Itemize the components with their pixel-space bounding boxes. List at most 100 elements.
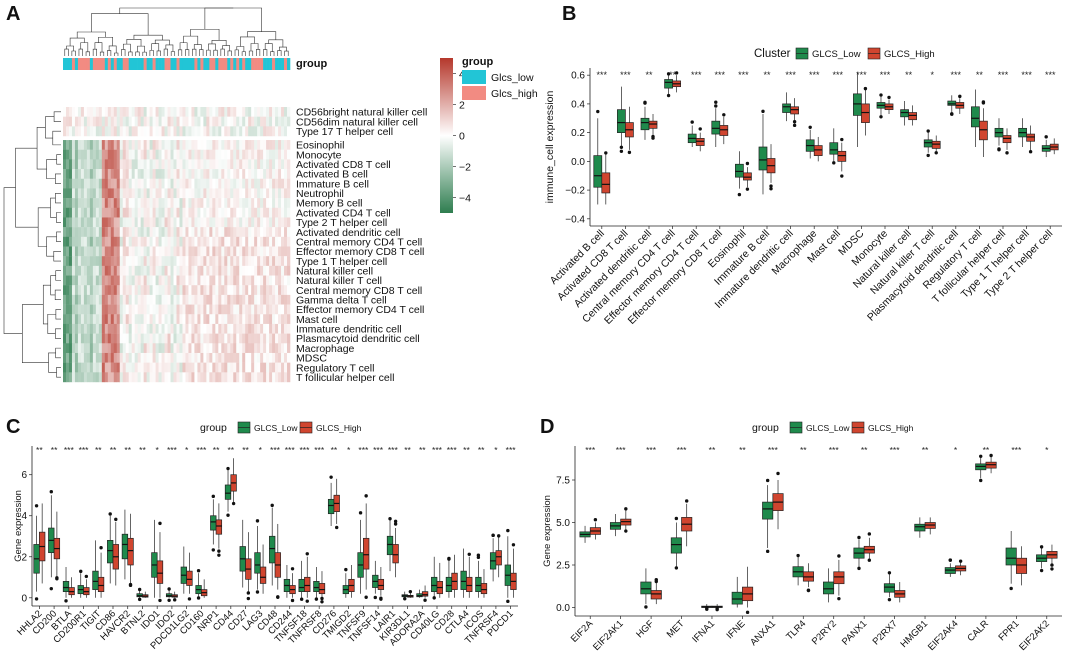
heatmap-cell xyxy=(203,285,207,296)
heatmap-column-dendrogram xyxy=(64,7,289,56)
heatmap-cell xyxy=(95,362,100,373)
heatmap-cell xyxy=(122,333,127,344)
heatmap-cell xyxy=(185,236,189,247)
heatmap-cell xyxy=(107,140,112,150)
heatmap-cell xyxy=(119,116,124,127)
significance-label: * xyxy=(185,445,189,455)
heatmap-cell xyxy=(248,246,252,257)
heatmap-cell xyxy=(149,323,153,334)
heatmap-cell xyxy=(212,217,216,228)
heatmap-cell xyxy=(149,314,153,325)
heatmap-cell xyxy=(188,275,192,286)
significance-label: *** xyxy=(691,70,702,80)
heatmap-cell xyxy=(125,159,130,170)
significance-label: ** xyxy=(51,445,58,455)
heatmap-cell xyxy=(63,314,67,325)
heatmap-cell xyxy=(134,304,138,315)
dendrogram-branch xyxy=(119,7,234,14)
heatmap-cell xyxy=(170,265,174,276)
dendrogram-branch xyxy=(151,43,160,51)
heatmap-cell xyxy=(251,159,255,170)
heatmap-cell xyxy=(227,372,231,383)
heatmap-cell xyxy=(212,246,216,257)
heatmap-cell xyxy=(143,126,147,137)
heatmap-cell xyxy=(224,352,228,363)
heatmap-cell xyxy=(254,333,258,344)
dendrogram-branch xyxy=(284,50,289,56)
heatmap-cell xyxy=(260,352,264,363)
heatmap-cell xyxy=(227,294,231,305)
heatmap-cell xyxy=(203,256,207,267)
heatmap-cell xyxy=(272,323,276,334)
heatmap-cell xyxy=(242,304,246,315)
heatmap-cell xyxy=(230,178,234,189)
heatmap-cell xyxy=(119,236,124,247)
heatmap-cell xyxy=(197,149,201,160)
heatmap-cell xyxy=(233,198,237,208)
outlier-point xyxy=(950,112,954,116)
heatmap-cell xyxy=(119,246,124,257)
heatmap-cell xyxy=(257,256,261,267)
significance-label: *** xyxy=(616,445,627,455)
box-low xyxy=(731,591,743,605)
outlier-point xyxy=(137,587,142,592)
heatmap-cell xyxy=(119,352,124,363)
heatmap-cell xyxy=(224,294,228,305)
annotation-cell xyxy=(242,58,246,70)
heatmap-cell xyxy=(230,362,234,373)
heatmap-cell xyxy=(224,362,228,373)
heatmap-cell xyxy=(278,126,282,137)
heatmap-cell xyxy=(227,116,231,127)
heatmap-cell xyxy=(92,285,97,296)
heatmap-cell xyxy=(251,149,255,160)
heatmap-cell xyxy=(134,198,138,208)
heatmap-cell xyxy=(107,314,112,325)
heatmap-cell xyxy=(83,107,88,117)
heatmap-cell xyxy=(77,227,82,238)
heatmap-cell xyxy=(191,323,195,334)
heatmap-cell xyxy=(98,126,103,137)
heatmap-cell xyxy=(188,116,192,127)
heatmap-cell xyxy=(128,372,132,383)
legend-swatch-glcs-low xyxy=(462,70,486,84)
heatmap-cell xyxy=(209,236,213,247)
heatmap-cell xyxy=(176,352,180,363)
heatmap-cell xyxy=(248,275,252,286)
significance-label: *** xyxy=(358,445,369,455)
heatmap-cell xyxy=(245,275,249,286)
heatmap-cell xyxy=(86,107,91,117)
heatmap-cell xyxy=(71,362,76,373)
heatmap-cell xyxy=(83,116,88,127)
heatmap-cell xyxy=(233,372,237,383)
heatmap-cell xyxy=(251,275,255,286)
heatmap-row-label: Effector memory CD8 T cell xyxy=(296,246,424,258)
heatmap-cell xyxy=(248,126,252,137)
heatmap-cell xyxy=(116,294,121,305)
heatmap-cell xyxy=(164,256,168,267)
heatmap-cell xyxy=(197,236,201,247)
heatmap-cell xyxy=(104,256,109,267)
heatmap-cell xyxy=(158,140,162,150)
outlier-point xyxy=(255,590,260,594)
heatmap-cell xyxy=(116,304,121,315)
heatmap-cell xyxy=(74,265,79,276)
heatmap-cell xyxy=(122,149,127,160)
heatmap-cell xyxy=(269,275,273,286)
annotation-cell xyxy=(125,58,130,70)
box-high xyxy=(1026,133,1035,142)
heatmap-cell xyxy=(116,159,121,170)
annotation-cell xyxy=(152,58,156,70)
heatmap-cell xyxy=(200,149,204,160)
heatmap-cell xyxy=(122,188,127,199)
heatmap-cell xyxy=(113,140,118,150)
outlier-point xyxy=(290,598,295,603)
significance-label: *** xyxy=(1011,445,1022,455)
heatmap-cell xyxy=(155,207,159,218)
heatmap-cell xyxy=(269,217,273,228)
heatmap-cell xyxy=(74,246,79,257)
heatmap-cell xyxy=(179,198,183,208)
heatmap-cell xyxy=(176,236,180,247)
heatmap-cell xyxy=(269,207,273,218)
significance-label: *** xyxy=(951,70,962,80)
heatmap-cell xyxy=(173,352,177,363)
